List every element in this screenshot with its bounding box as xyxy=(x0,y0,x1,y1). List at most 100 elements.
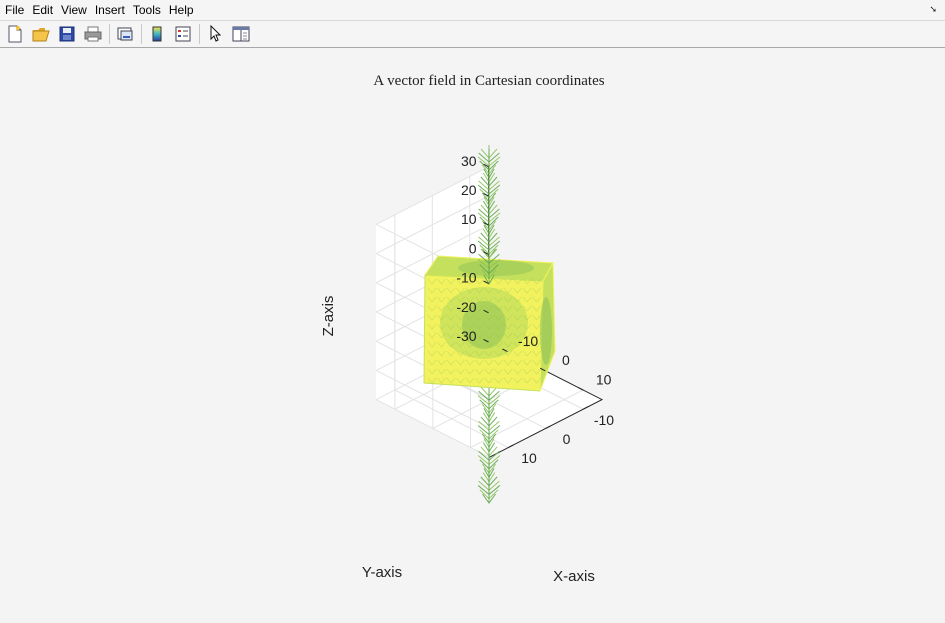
property-inspector-button[interactable] xyxy=(230,23,252,45)
field-arrow xyxy=(522,332,532,339)
field-arrow xyxy=(494,368,503,375)
field-arrow xyxy=(437,332,446,339)
link-plot-icon xyxy=(117,27,133,41)
field-arrow xyxy=(427,350,437,357)
link-axes-button[interactable] xyxy=(114,23,136,45)
field-arrow xyxy=(522,341,532,348)
field-arrow xyxy=(465,341,475,348)
field-arrow xyxy=(494,278,503,285)
z-axis-label: Z-axis xyxy=(320,296,337,337)
field-arrow xyxy=(532,296,541,303)
field-arrow xyxy=(465,278,475,285)
field-arrow xyxy=(503,350,513,357)
z-tick-mark xyxy=(483,338,489,343)
field-arrow xyxy=(484,305,494,312)
field-arrow xyxy=(513,314,522,321)
quiver3-plot[interactable]: A vector field in Cartesian coordinates … xyxy=(0,49,945,618)
menu-insert[interactable]: Insert xyxy=(94,3,125,17)
field-arrow xyxy=(532,341,541,348)
legend-icon xyxy=(175,26,191,42)
field-arrow xyxy=(513,332,522,339)
field-arrow xyxy=(427,368,437,375)
field-arrow xyxy=(446,359,456,366)
plot-title: A vector field in Cartesian coordinates xyxy=(373,73,604,89)
x-tick-mark xyxy=(577,386,584,391)
field-arrow xyxy=(513,278,522,285)
menu-view[interactable]: View xyxy=(61,3,87,17)
field-arrow xyxy=(484,296,494,303)
axis-ticks: 30 20 10 0 -10 -20 -30 -10 0 10 10 0 -10 xyxy=(456,153,614,466)
menu-edit[interactable]: Edit xyxy=(32,3,54,17)
toolbar-separator xyxy=(109,24,110,44)
field-arrow xyxy=(465,314,475,321)
field-arrow xyxy=(465,296,475,303)
field-arrow xyxy=(494,305,503,312)
field-arrow xyxy=(503,314,513,321)
insert-legend-button[interactable] xyxy=(172,23,194,45)
field-arrow xyxy=(522,296,532,303)
menu-help[interactable]: Help xyxy=(168,3,194,17)
field-arrow xyxy=(437,377,446,384)
z-tick-mark xyxy=(483,251,489,255)
field-arrow xyxy=(475,359,484,366)
field-arrow xyxy=(456,314,465,321)
menu-bar: File Edit View Insert Tools Help ➘ xyxy=(0,0,945,21)
field-arrow xyxy=(532,350,541,357)
field-arrow xyxy=(522,350,532,357)
print-figure-button[interactable] xyxy=(82,23,104,45)
folder-open-icon xyxy=(32,28,50,42)
field-arrow xyxy=(522,368,532,375)
field-arrow xyxy=(484,323,494,330)
colorbar-icon xyxy=(152,26,162,42)
field-arrow xyxy=(522,314,532,321)
field-arrow xyxy=(522,287,532,294)
x-tick-label: -10 xyxy=(518,333,538,349)
z-tick-label: 0 xyxy=(469,240,477,256)
field-arrow xyxy=(532,305,541,312)
field-arrow xyxy=(446,296,456,303)
menu-tools[interactable]: Tools xyxy=(132,3,161,17)
menu-file[interactable]: File xyxy=(5,3,25,17)
field-arrow xyxy=(513,341,522,348)
x-tick-mark xyxy=(502,348,508,353)
field-arrow xyxy=(437,305,446,312)
field-arrow xyxy=(475,350,484,357)
field-arrow xyxy=(446,323,456,330)
field-arrow xyxy=(456,377,465,384)
field-arrow xyxy=(494,323,503,330)
z-tick-label: -10 xyxy=(456,270,476,286)
field-arrow xyxy=(503,305,513,312)
property-panel-icon xyxy=(232,26,250,42)
field-arrow xyxy=(475,332,484,339)
field-arrow xyxy=(446,341,456,348)
field-arrow xyxy=(513,359,522,366)
field-arrow xyxy=(484,377,494,384)
field-arrow xyxy=(446,287,456,294)
save-figure-button[interactable] xyxy=(56,23,78,45)
field-arrow xyxy=(437,359,446,366)
field-swirl xyxy=(458,260,534,276)
field-swirl xyxy=(462,301,506,349)
field-arrow xyxy=(503,332,513,339)
field-arrow xyxy=(513,368,522,375)
field-arrow xyxy=(513,296,522,303)
y-tick-mark xyxy=(507,444,514,449)
field-arrow xyxy=(427,296,437,303)
field-arrow xyxy=(456,341,465,348)
field-arrow xyxy=(532,368,541,375)
field-arrow xyxy=(475,287,484,294)
new-figure-button[interactable] xyxy=(4,23,26,45)
open-file-button[interactable] xyxy=(30,23,52,45)
field-arrow xyxy=(437,350,446,357)
insert-colorbar-button[interactable] xyxy=(146,23,168,45)
field-arrow xyxy=(503,368,513,375)
field-arrow xyxy=(465,377,475,384)
field-arrow xyxy=(475,314,484,321)
field-arrow xyxy=(494,341,503,348)
edit-plot-button[interactable] xyxy=(204,23,226,45)
undock-arrow-icon[interactable]: ➘ xyxy=(929,4,937,14)
field-arrow xyxy=(456,368,465,375)
field-arrow xyxy=(494,287,503,294)
z-tick-mark xyxy=(483,280,489,285)
field-arrow xyxy=(427,305,437,312)
